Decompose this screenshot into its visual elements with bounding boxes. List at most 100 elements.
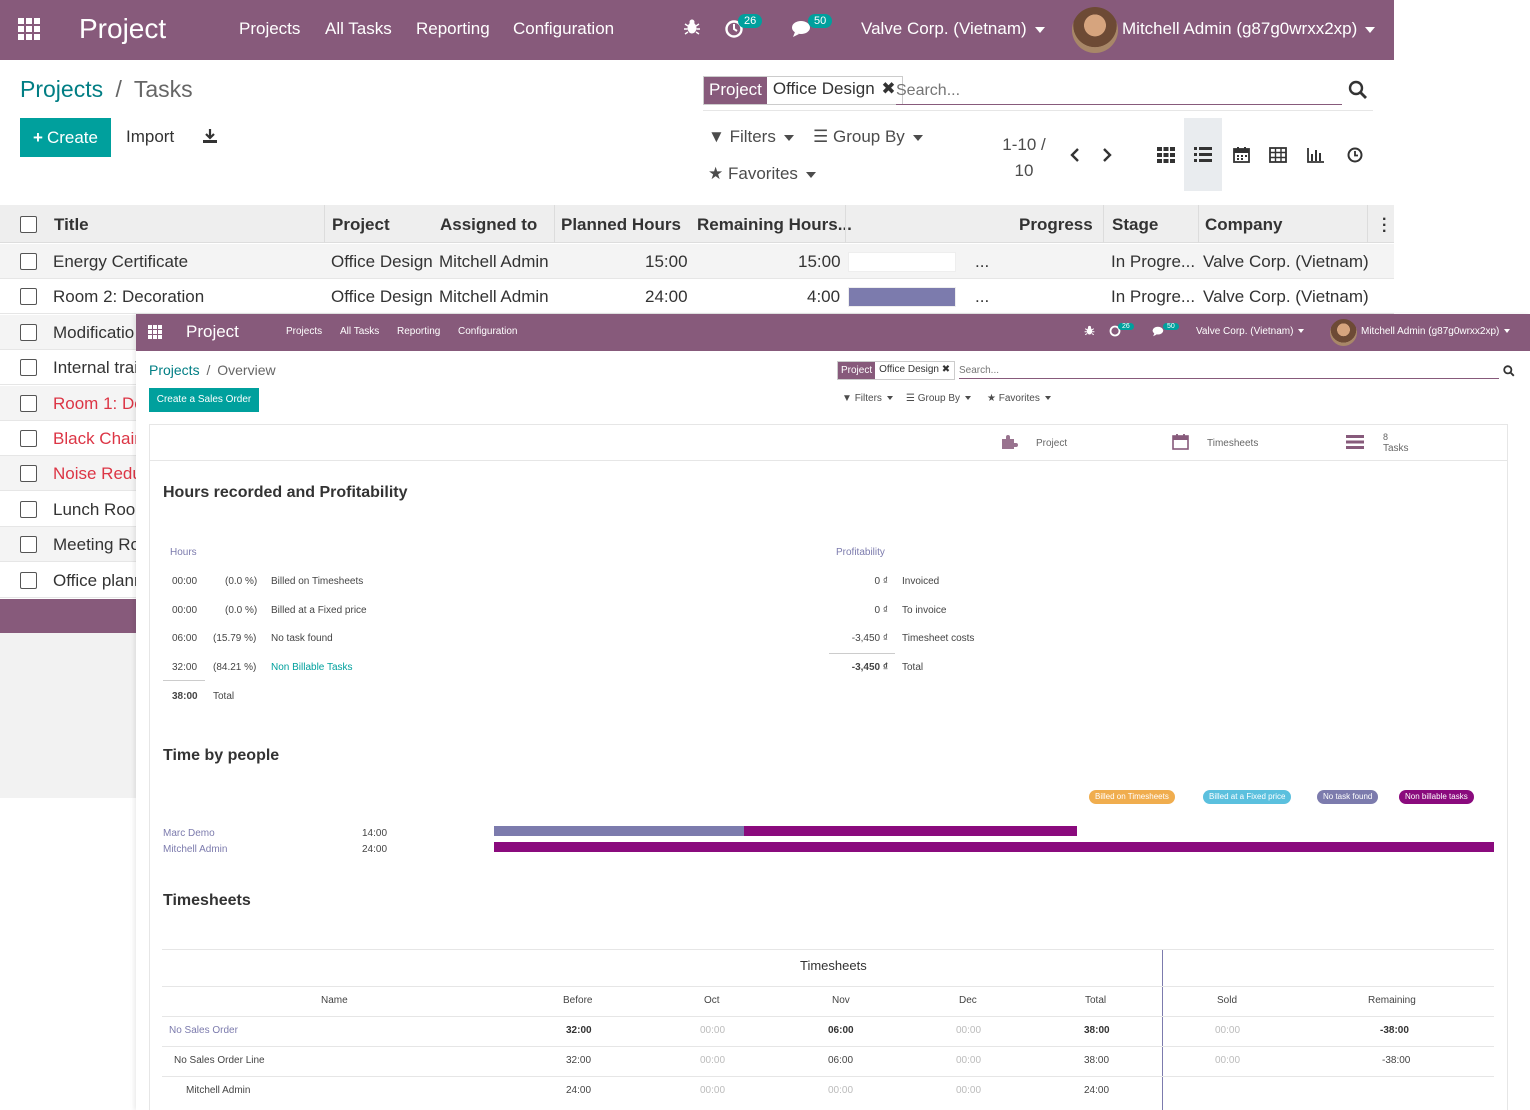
messages-chat-icon[interactable]: [1152, 326, 1165, 340]
row-checkbox[interactable]: [20, 253, 37, 270]
messages-chat-icon[interactable]: [791, 20, 813, 43]
task-title: Room 2: Decoration: [53, 287, 205, 306]
legend-non-billable: Non billable tasks: [1399, 790, 1474, 804]
debug-bug-icon[interactable]: [683, 18, 701, 41]
filters-dropdown[interactable]: ▼ Filters: [708, 127, 794, 147]
create-button[interactable]: + Create: [20, 118, 111, 157]
menu-all-tasks[interactable]: All Tasks: [325, 19, 392, 38]
menu-projects[interactable]: Projects: [286, 326, 323, 337]
company-name: Valve Corp. (Vietnam): [1196, 326, 1294, 337]
search-facet-project[interactable]: Project Office Design ✖: [703, 76, 903, 105]
breadcrumb-projects-link[interactable]: Projects: [20, 76, 104, 102]
row-checkbox[interactable]: [20, 430, 37, 447]
import-button[interactable]: Import: [126, 127, 175, 146]
column-assigned-to[interactable]: Assigned to: [440, 215, 538, 234]
list-footer: [0, 599, 136, 633]
chevron-left-icon[interactable]: [1068, 146, 1082, 169]
section-hours-title: Hours recorded and Profitability: [163, 484, 408, 501]
search-icon[interactable]: [1348, 80, 1368, 100]
debug-bug-icon[interactable]: [1084, 325, 1095, 339]
row-checkbox[interactable]: [20, 536, 37, 553]
close-icon[interactable]: ✖: [881, 79, 896, 98]
timesheets-stat-button[interactable]: Timesheets: [1172, 425, 1258, 461]
row-checkbox[interactable]: [20, 288, 37, 305]
hours-time: 00:00: [172, 605, 198, 616]
group-by-dropdown[interactable]: ☰ Group By: [906, 393, 971, 404]
calendar-view-icon[interactable]: [1222, 118, 1260, 191]
search-input[interactable]: [959, 362, 1499, 379]
user-menu[interactable]: Mitchell Admin (g87g0wrxx2xp): [1122, 19, 1376, 39]
favorites-dropdown[interactable]: ★ Favorites: [987, 393, 1051, 404]
activity-clock-icon[interactable]: [1109, 325, 1121, 340]
list-bars-icon: ☰: [813, 127, 829, 146]
timesheets-row-border: [162, 1016, 1494, 1017]
pager[interactable]: 1-10 / 10: [1002, 132, 1046, 184]
menu-all-tasks[interactable]: All Tasks: [340, 326, 380, 337]
project-stat-button[interactable]: Project: [1001, 425, 1067, 461]
table-row[interactable]: Room 2: Decoration Office Design Mitchel…: [0, 279, 1394, 314]
activity-clock-icon[interactable]: [724, 19, 744, 44]
table-row[interactable]: Energy Certificate Office Design Mitchel…: [0, 244, 1394, 279]
non-billable-tasks-link[interactable]: Non Billable Tasks: [271, 662, 353, 673]
facet-key: Project: [704, 77, 767, 104]
timesheets-row-border: [162, 1076, 1494, 1077]
company-switcher[interactable]: Valve Corp. (Vietnam): [1196, 326, 1305, 337]
row-checkbox[interactable]: [20, 465, 37, 482]
user-menu[interactable]: Mitchell Admin (g87g0wrxx2xp): [1361, 326, 1511, 337]
hours-total-divider: [163, 680, 205, 681]
create-button-label: Create: [46, 128, 98, 147]
menu-reporting[interactable]: Reporting: [397, 326, 441, 337]
filters-dropdown[interactable]: ▼ Filters: [842, 393, 893, 404]
user-avatar[interactable]: [1072, 7, 1118, 53]
row-checkbox[interactable]: [20, 395, 37, 412]
company-name: Valve Corp. (Vietnam): [861, 19, 1027, 38]
breadcrumb-projects-link[interactable]: Projects: [149, 362, 200, 378]
hours-subtitle: Hours: [170, 547, 197, 558]
search-input[interactable]: [896, 78, 1342, 105]
apps-menu-icon[interactable]: [18, 18, 40, 40]
person-name: Marc Demo: [163, 828, 215, 839]
progress-overflow: ...: [975, 252, 990, 271]
select-all-checkbox[interactable]: [20, 216, 37, 233]
menu-configuration[interactable]: Configuration: [513, 19, 615, 38]
column-remaining-hours[interactable]: Remaining Hours...: [697, 215, 852, 234]
column-planned-hours[interactable]: Planned Hours: [561, 215, 681, 234]
column-title[interactable]: Title: [54, 215, 89, 234]
pager-total: 10: [1014, 161, 1034, 180]
row-checkbox[interactable]: [20, 501, 37, 518]
pivot-view-icon[interactable]: [1259, 118, 1297, 191]
column-project[interactable]: Project: [332, 215, 390, 234]
search-facet-project[interactable]: Project Office Design ✖: [837, 361, 956, 380]
breadcrumb-current: Overview: [217, 362, 276, 378]
column-stage[interactable]: Stage: [1112, 215, 1159, 234]
row-checkbox[interactable]: [20, 359, 37, 376]
menu-configuration[interactable]: Configuration: [458, 326, 518, 337]
list-view-icon[interactable]: [1184, 118, 1222, 191]
optional-columns-icon[interactable]: · · ·: [1382, 211, 1388, 240]
create-sales-order-button[interactable]: Create a Sales Order: [149, 388, 259, 412]
company-switcher[interactable]: Valve Corp. (Vietnam): [861, 19, 1045, 39]
download-icon[interactable]: [202, 128, 218, 144]
favorites-dropdown[interactable]: ★ Favorites: [708, 164, 816, 184]
legend-no-task: No task found: [1317, 790, 1379, 804]
task-company: Valve Corp. (Vietnam): [1203, 252, 1369, 271]
graph-view-icon[interactable]: [1297, 118, 1335, 191]
search-icon[interactable]: [1503, 364, 1515, 377]
apps-menu-icon[interactable]: [148, 325, 162, 339]
chevron-down-icon: [912, 134, 923, 141]
close-icon[interactable]: ✖: [941, 364, 951, 375]
column-company[interactable]: Company: [1205, 215, 1283, 234]
kanban-view-icon[interactable]: [1147, 118, 1185, 191]
menu-reporting[interactable]: Reporting: [416, 19, 490, 38]
person-bar-non-billable: [494, 842, 1494, 852]
chevron-right-icon[interactable]: [1100, 146, 1114, 169]
activity-view-icon[interactable]: [1336, 118, 1374, 191]
ts-row-name[interactable]: No Sales Order: [169, 1025, 238, 1036]
group-by-dropdown[interactable]: ☰ Group By: [813, 127, 923, 147]
column-progress[interactable]: Progress: [1019, 215, 1093, 234]
user-avatar[interactable]: [1330, 319, 1357, 346]
tasks-stat-button[interactable]: 8 Tasks: [1346, 425, 1409, 461]
menu-projects[interactable]: Projects: [239, 19, 301, 38]
row-checkbox[interactable]: [20, 324, 37, 341]
row-checkbox[interactable]: [20, 572, 37, 589]
